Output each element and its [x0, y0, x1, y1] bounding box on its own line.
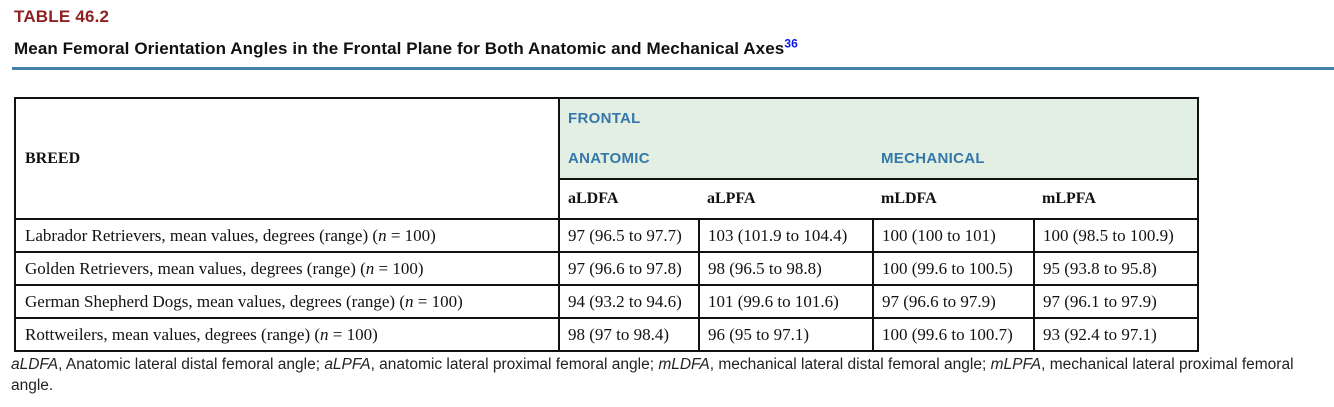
- sample-size-n: n: [405, 291, 414, 311]
- title-divider-rule: [12, 67, 1334, 70]
- column-header-mlpfa: mLPFA: [1034, 179, 1199, 220]
- table-row-german-shepherd: German Shepherd Dogs, mean values, degre…: [14, 284, 1200, 319]
- mlpfa-value: 100 (98.5 to 100.9): [1032, 218, 1200, 253]
- breed-cell: Labrador Retrievers, mean values, degree…: [14, 218, 560, 253]
- breed-text: Rottweilers, mean values, degrees (range…: [25, 324, 321, 344]
- abbr-aldfa: aLDFA: [11, 356, 59, 373]
- breed-text: Labrador Retrievers, mean values, degree…: [25, 225, 379, 245]
- table-row-golden: Golden Retrievers, mean values, degrees …: [14, 251, 1200, 286]
- aldfa-value: 97 (96.5 to 97.7): [558, 218, 700, 253]
- table-row-labrador: Labrador Retrievers, mean values, degree…: [14, 218, 1200, 253]
- column-header-mldfa: mLDFA: [873, 179, 1034, 220]
- column-header-row: aLDFA aLPFA mLDFA mLPFA: [15, 179, 1199, 220]
- reference-link[interactable]: 36: [784, 36, 798, 51]
- group-header-row-axes: ANATOMIC MECHANICAL: [15, 138, 1199, 180]
- sample-size-n: n: [320, 324, 329, 344]
- breed-text: Golden Retrievers, mean values, degrees …: [25, 258, 366, 278]
- breed-text-suffix: = 100): [413, 291, 463, 311]
- mldfa-value: 97 (96.6 to 97.9): [872, 284, 1035, 319]
- column-header-aldfa: aLDFA: [559, 179, 699, 220]
- abbr-mldfa: mLDFA: [658, 356, 710, 373]
- breed-text-suffix: = 100): [328, 324, 378, 344]
- abbr-mlpfa: mLPFA: [990, 356, 1042, 373]
- sample-size-n: n: [378, 225, 387, 245]
- alpfa-value: 96 (95 to 97.1): [698, 317, 874, 352]
- breed-text-suffix: = 100): [386, 225, 436, 245]
- mlpfa-value: 97 (96.1 to 97.9): [1032, 284, 1200, 319]
- mldfa-value: 100 (100 to 101): [872, 218, 1035, 253]
- breed-cell: Golden Retrievers, mean values, degrees …: [14, 251, 560, 286]
- table-title-text: Mean Femoral Orientation Angles in the F…: [14, 39, 785, 58]
- group-header-row-frontal: BREED FRONTAL: [15, 98, 1199, 220]
- aldfa-value: 94 (93.2 to 94.6): [558, 284, 700, 319]
- breed-text: German Shepherd Dogs, mean values, degre…: [25, 291, 405, 311]
- table-number-label: TABLE 46.2: [14, 7, 110, 26]
- table-row-rottweiler: Rottweilers, mean values, degrees (range…: [14, 317, 1200, 352]
- alpfa-value: 98 (96.5 to 98.8): [698, 251, 874, 286]
- alpfa-value: 101 (99.6 to 101.6): [698, 284, 874, 319]
- mldfa-value: 100 (99.6 to 100.7): [872, 317, 1035, 352]
- breed-column-header: BREED: [15, 98, 560, 220]
- table-footnote: aLDFA, Anatomic lateral distal femoral a…: [11, 354, 1329, 396]
- alpfa-value: 103 (101.9 to 104.4): [698, 218, 874, 253]
- sample-size-n: n: [365, 258, 375, 278]
- aldfa-value: 97 (96.6 to 97.8): [558, 251, 700, 286]
- aldfa-value: 98 (97 to 98.4): [558, 317, 700, 352]
- breed-cell: Rottweilers, mean values, degrees (range…: [14, 317, 560, 352]
- group-header-frontal: FRONTAL: [559, 98, 1199, 138]
- abbr-aldfa-definition: , Anatomic lateral distal femoral angle;: [58, 356, 325, 373]
- mlpfa-value: 93 (92.4 to 97.1): [1032, 317, 1200, 352]
- breed-text-suffix: = 100): [374, 258, 424, 278]
- femoral-angles-table: BREED FRONTAL ANATOMIC MECHANICAL aLDFA …: [14, 97, 1200, 352]
- column-header-alpfa: aLPFA: [699, 179, 873, 220]
- breed-cell: German Shepherd Dogs, mean values, degre…: [14, 284, 560, 319]
- abbr-mlpfa-definition: , mechanical lateral proximal femoral an…: [11, 356, 1294, 394]
- table-title: Mean Femoral Orientation Angles in the F…: [14, 36, 798, 59]
- abbr-alpfa-definition: , anatomic lateral proximal femoral angl…: [370, 356, 659, 373]
- mldfa-value: 100 (99.6 to 100.5): [872, 251, 1035, 286]
- group-header-mechanical: MECHANICAL: [873, 138, 1199, 180]
- group-header-anatomic: ANATOMIC: [559, 138, 873, 180]
- mlpfa-value: 95 (93.8 to 95.8): [1032, 251, 1200, 286]
- abbr-alpfa: aLPFA: [324, 356, 371, 373]
- abbr-mldfa-definition: , mechanical lateral distal femoral angl…: [709, 356, 991, 373]
